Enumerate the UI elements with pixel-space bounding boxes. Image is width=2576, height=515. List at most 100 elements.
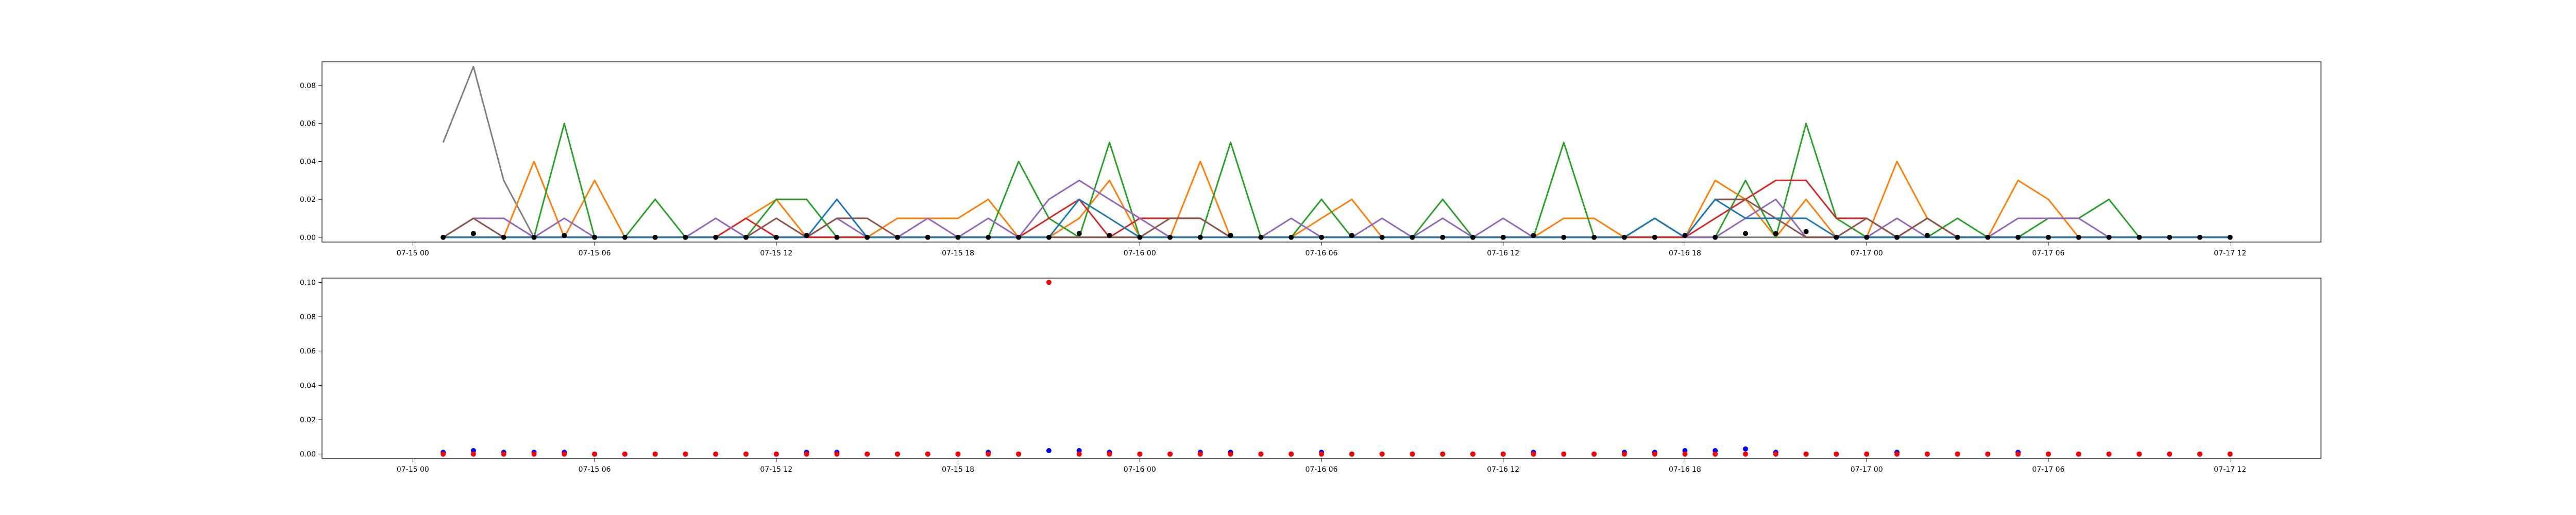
x-tick-label: 07-16 00 bbox=[1124, 466, 1156, 474]
data-point bbox=[834, 451, 840, 457]
data-point bbox=[865, 451, 870, 457]
data-point bbox=[2106, 451, 2112, 457]
x-tick-label: 07-15 18 bbox=[942, 466, 974, 474]
data-point bbox=[895, 451, 900, 457]
data-point bbox=[1531, 451, 1536, 457]
data-point bbox=[1258, 234, 1264, 240]
data-point bbox=[804, 451, 809, 457]
data-point bbox=[2197, 234, 2202, 240]
data-point bbox=[955, 234, 961, 240]
data-point bbox=[1046, 448, 1052, 453]
x-tick-label: 07-15 12 bbox=[760, 466, 792, 474]
data-point bbox=[955, 451, 961, 457]
data-point bbox=[1319, 234, 1324, 240]
y-tick-label: 0.06 bbox=[300, 120, 316, 128]
data-point bbox=[743, 451, 749, 457]
data-point bbox=[1258, 451, 1264, 457]
data-point bbox=[1924, 233, 1930, 238]
series-line-6 bbox=[443, 198, 2230, 238]
data-point bbox=[2015, 451, 2021, 457]
data-point bbox=[2106, 234, 2112, 240]
y-tick-label: 0.10 bbox=[300, 279, 316, 287]
data-point bbox=[2015, 234, 2021, 240]
data-point bbox=[713, 451, 719, 457]
data-point bbox=[622, 451, 628, 457]
y-tick-label: 0.08 bbox=[300, 313, 316, 321]
x-tick-label: 07-15 18 bbox=[942, 249, 974, 258]
x-tick-label: 07-16 06 bbox=[1306, 466, 1338, 474]
data-point bbox=[1894, 451, 1900, 457]
data-point bbox=[1561, 451, 1567, 457]
data-point bbox=[2076, 234, 2081, 240]
data-point bbox=[1076, 451, 1082, 457]
y-tick-label: 0.02 bbox=[300, 416, 316, 424]
data-point bbox=[1621, 234, 1627, 240]
data-point bbox=[773, 234, 779, 240]
data-point bbox=[834, 234, 840, 240]
data-point bbox=[683, 451, 688, 457]
data-point bbox=[925, 451, 930, 457]
x-tick-label: 07-16 12 bbox=[1487, 466, 1519, 474]
data-point bbox=[1379, 451, 1385, 457]
x-tick-label: 07-16 18 bbox=[1669, 466, 1701, 474]
data-point bbox=[1167, 234, 1173, 240]
x-tick-label: 07-17 12 bbox=[2214, 466, 2246, 474]
y-tick-label: 0.06 bbox=[300, 348, 316, 356]
data-point bbox=[622, 234, 628, 240]
data-point bbox=[592, 451, 598, 457]
data-point bbox=[743, 234, 749, 240]
x-tick-label: 07-16 00 bbox=[1124, 249, 1156, 258]
data-point bbox=[1803, 451, 1809, 457]
x-tick-label: 07-15 06 bbox=[579, 466, 611, 474]
series-line-1 bbox=[443, 160, 2230, 238]
data-point bbox=[1864, 451, 1870, 457]
y-tick-label: 0.02 bbox=[300, 196, 316, 204]
data-point bbox=[470, 451, 476, 457]
data-point bbox=[865, 234, 870, 240]
data-point bbox=[652, 234, 658, 240]
data-point bbox=[2167, 234, 2173, 240]
data-point bbox=[1440, 234, 1446, 240]
x-tick-label: 07-16 18 bbox=[1669, 249, 1701, 258]
data-point bbox=[2137, 234, 2142, 240]
data-point bbox=[1470, 234, 1476, 240]
data-point bbox=[1894, 234, 1900, 240]
x-tick-label: 07-17 00 bbox=[1851, 466, 1883, 474]
data-point bbox=[1500, 451, 1506, 457]
data-point bbox=[1107, 451, 1112, 457]
data-point bbox=[1076, 231, 1082, 236]
data-point bbox=[1561, 234, 1567, 240]
data-point bbox=[773, 451, 779, 457]
data-point bbox=[1410, 451, 1415, 457]
data-point bbox=[1349, 233, 1354, 238]
data-point bbox=[2076, 451, 2081, 457]
data-point bbox=[2045, 451, 2051, 457]
data-point bbox=[1500, 234, 1506, 240]
data-point bbox=[1652, 234, 1657, 240]
plot-frame bbox=[321, 61, 2321, 243]
y-tick-label: 0.00 bbox=[300, 451, 316, 459]
data-point bbox=[501, 234, 506, 240]
plot-frame bbox=[321, 278, 2321, 459]
data-point bbox=[1319, 451, 1324, 457]
data-point bbox=[1289, 234, 1294, 240]
data-point bbox=[2137, 451, 2142, 457]
data-point bbox=[501, 451, 506, 457]
data-point bbox=[1137, 234, 1143, 240]
data-point bbox=[1228, 233, 1233, 238]
data-point bbox=[1773, 231, 1778, 236]
data-point bbox=[562, 233, 567, 238]
data-point bbox=[1713, 234, 1718, 240]
data-point bbox=[1985, 451, 1991, 457]
data-point bbox=[1349, 451, 1354, 457]
data-point bbox=[1167, 451, 1173, 457]
data-point bbox=[440, 451, 446, 457]
y-tick-label: 0.04 bbox=[300, 158, 316, 166]
x-tick-label: 07-16 12 bbox=[1487, 249, 1519, 258]
data-point bbox=[683, 234, 688, 240]
data-point bbox=[1955, 451, 1960, 457]
data-point bbox=[1440, 451, 1446, 457]
data-point bbox=[1197, 451, 1203, 457]
x-tick-label: 07-15 12 bbox=[760, 249, 792, 258]
x-tick-label: 07-17 12 bbox=[2214, 249, 2246, 258]
